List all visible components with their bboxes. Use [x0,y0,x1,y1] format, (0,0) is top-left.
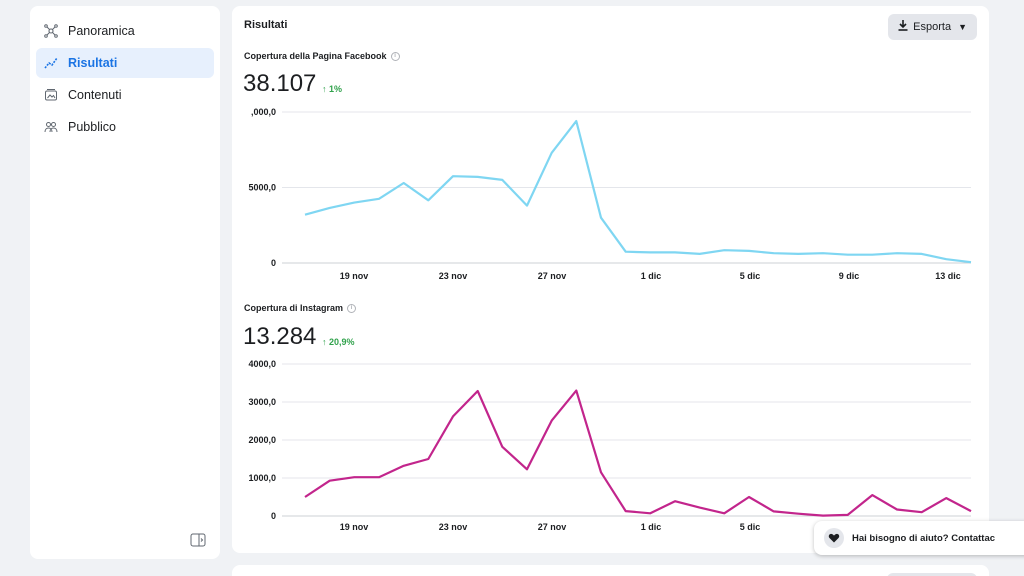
sidebar-item-label: Risultati [68,56,118,70]
instagram-reach-title: Copertura di Instagram i [244,303,357,313]
facebook-x-tick-label: 9 dic [839,271,860,281]
collapse-sidebar-icon[interactable] [190,533,206,547]
facebook-reach-title: Copertura della Pagina Facebook i [244,51,400,61]
instagram-data-point[interactable] [868,491,876,499]
instagram-data-point[interactable] [893,506,901,514]
help-text: Hai bisogno di aiuto? Contattac [852,532,996,544]
instagram-data-point[interactable] [301,493,309,501]
facebook-reach-total: 38.107 [243,70,317,97]
instagram-data-point[interactable] [770,507,778,515]
facebook-y-tick-label: 5000,0 [248,183,276,193]
instagram-x-tick-label: 5 dic [740,522,761,532]
instagram-data-point[interactable] [548,417,556,425]
instagram-x-tick-label: 19 nov [340,522,369,532]
facebook-x-tick-label: 27 nov [538,271,567,281]
instagram-data-point[interactable] [819,512,827,520]
export-label: Esporta [913,21,952,33]
sidebar-item-label: Panoramica [68,24,135,38]
instagram-x-tick-label: 23 nov [439,522,468,532]
facebook-x-tick-label: 1 dic [641,271,662,281]
instagram-data-point[interactable] [498,443,506,451]
instagram-series-line [304,389,972,517]
instagram-data-point[interactable] [523,465,531,473]
facebook-y-tick-label: ,000,0 [251,107,276,117]
instagram-data-point[interactable] [696,504,704,512]
instagram-data-point[interactable] [918,508,926,516]
results-card: Risultati Esporta ▼ Copertura della Pagi… [232,6,989,553]
export-button[interactable]: Esporta ▼ [888,14,977,40]
instagram-data-point[interactable] [967,507,975,515]
instagram-data-point[interactable] [424,455,432,463]
chevron-down-icon: ▼ [958,22,967,32]
sidebar: Panoramica Risultati Contenuti Pubblico [30,6,220,559]
instagram-data-point[interactable] [597,468,605,476]
facebook-x-tick-label: 19 nov [340,271,369,281]
instagram-data-point[interactable] [622,507,630,515]
instagram-y-tick-label: 2000,0 [248,435,276,445]
trend-icon [42,54,60,72]
info-icon[interactable]: i [390,51,400,61]
instagram-data-point[interactable] [572,387,580,395]
sidebar-item-risultati[interactable]: Risultati [36,48,214,78]
instagram-data-point[interactable] [400,462,408,470]
instagram-data-point[interactable] [745,493,753,501]
nodes-icon [42,22,60,40]
instagram-data-point[interactable] [474,387,482,395]
heart-hands-icon [824,528,844,548]
info-icon[interactable]: i [347,303,357,313]
instagram-data-point[interactable] [942,494,950,502]
instagram-x-tick-label: 1 dic [641,522,662,532]
instagram-data-point[interactable] [375,473,383,481]
gallery-icon [42,86,60,104]
instagram-reach-chart: 4000,0 3000,0 2000,0 1000,0 0 19 nov 23 nov 27 … [248,359,975,532]
instagram-y-tick-label: 1000,0 [248,473,276,483]
download-icon [898,20,908,34]
facebook-reach-title-text: Copertura della Pagina Facebook [244,51,387,61]
instagram-x-tick-label: 27 nov [538,522,567,532]
instagram-y-tick-label: 3000,0 [248,397,276,407]
facebook-x-tick-label: 5 dic [740,271,761,281]
instagram-data-point[interactable] [326,477,334,485]
page-title: Risultati [244,19,288,31]
next-card-button[interactable] [887,573,977,576]
sidebar-item-label: Pubblico [68,120,116,134]
facebook-y-tick-label: 0 [271,258,276,268]
instagram-data-point[interactable] [844,511,852,519]
instagram-data-point[interactable] [794,510,802,518]
facebook-series-line [304,119,972,264]
sidebar-item-pubblico[interactable]: Pubblico [36,112,214,142]
sidebar-item-panoramica[interactable]: Panoramica [36,16,214,46]
people-icon [42,118,60,136]
instagram-data-point[interactable] [449,412,457,420]
instagram-reach-delta: ↑ 20,9% [322,337,355,347]
facebook-x-tick-label: 23 nov [439,271,468,281]
sidebar-item-contenuti[interactable]: Contenuti [36,80,214,110]
facebook-reach-chart: ,000,0 5000,0 0 19 nov 23 nov 27 nov 1 dic 5 di… [248,107,972,281]
instagram-data-point[interactable] [350,473,358,481]
instagram-reach-total: 13.284 [243,323,317,350]
next-card [232,565,989,576]
instagram-data-point[interactable] [671,497,679,505]
help-chat-button[interactable]: Hai bisogno di aiuto? Contattac [814,521,1024,555]
sidebar-item-label: Contenuti [68,88,122,102]
instagram-data-point[interactable] [720,509,728,517]
instagram-reach-title-text: Copertura di Instagram [244,303,344,313]
instagram-y-tick-label: 0 [271,511,276,521]
instagram-y-tick-label: 4000,0 [248,359,276,369]
instagram-data-point[interactable] [646,509,654,517]
facebook-reach-delta: ↑ 1% [322,84,343,94]
facebook-x-tick-label: 13 dic [935,271,961,281]
